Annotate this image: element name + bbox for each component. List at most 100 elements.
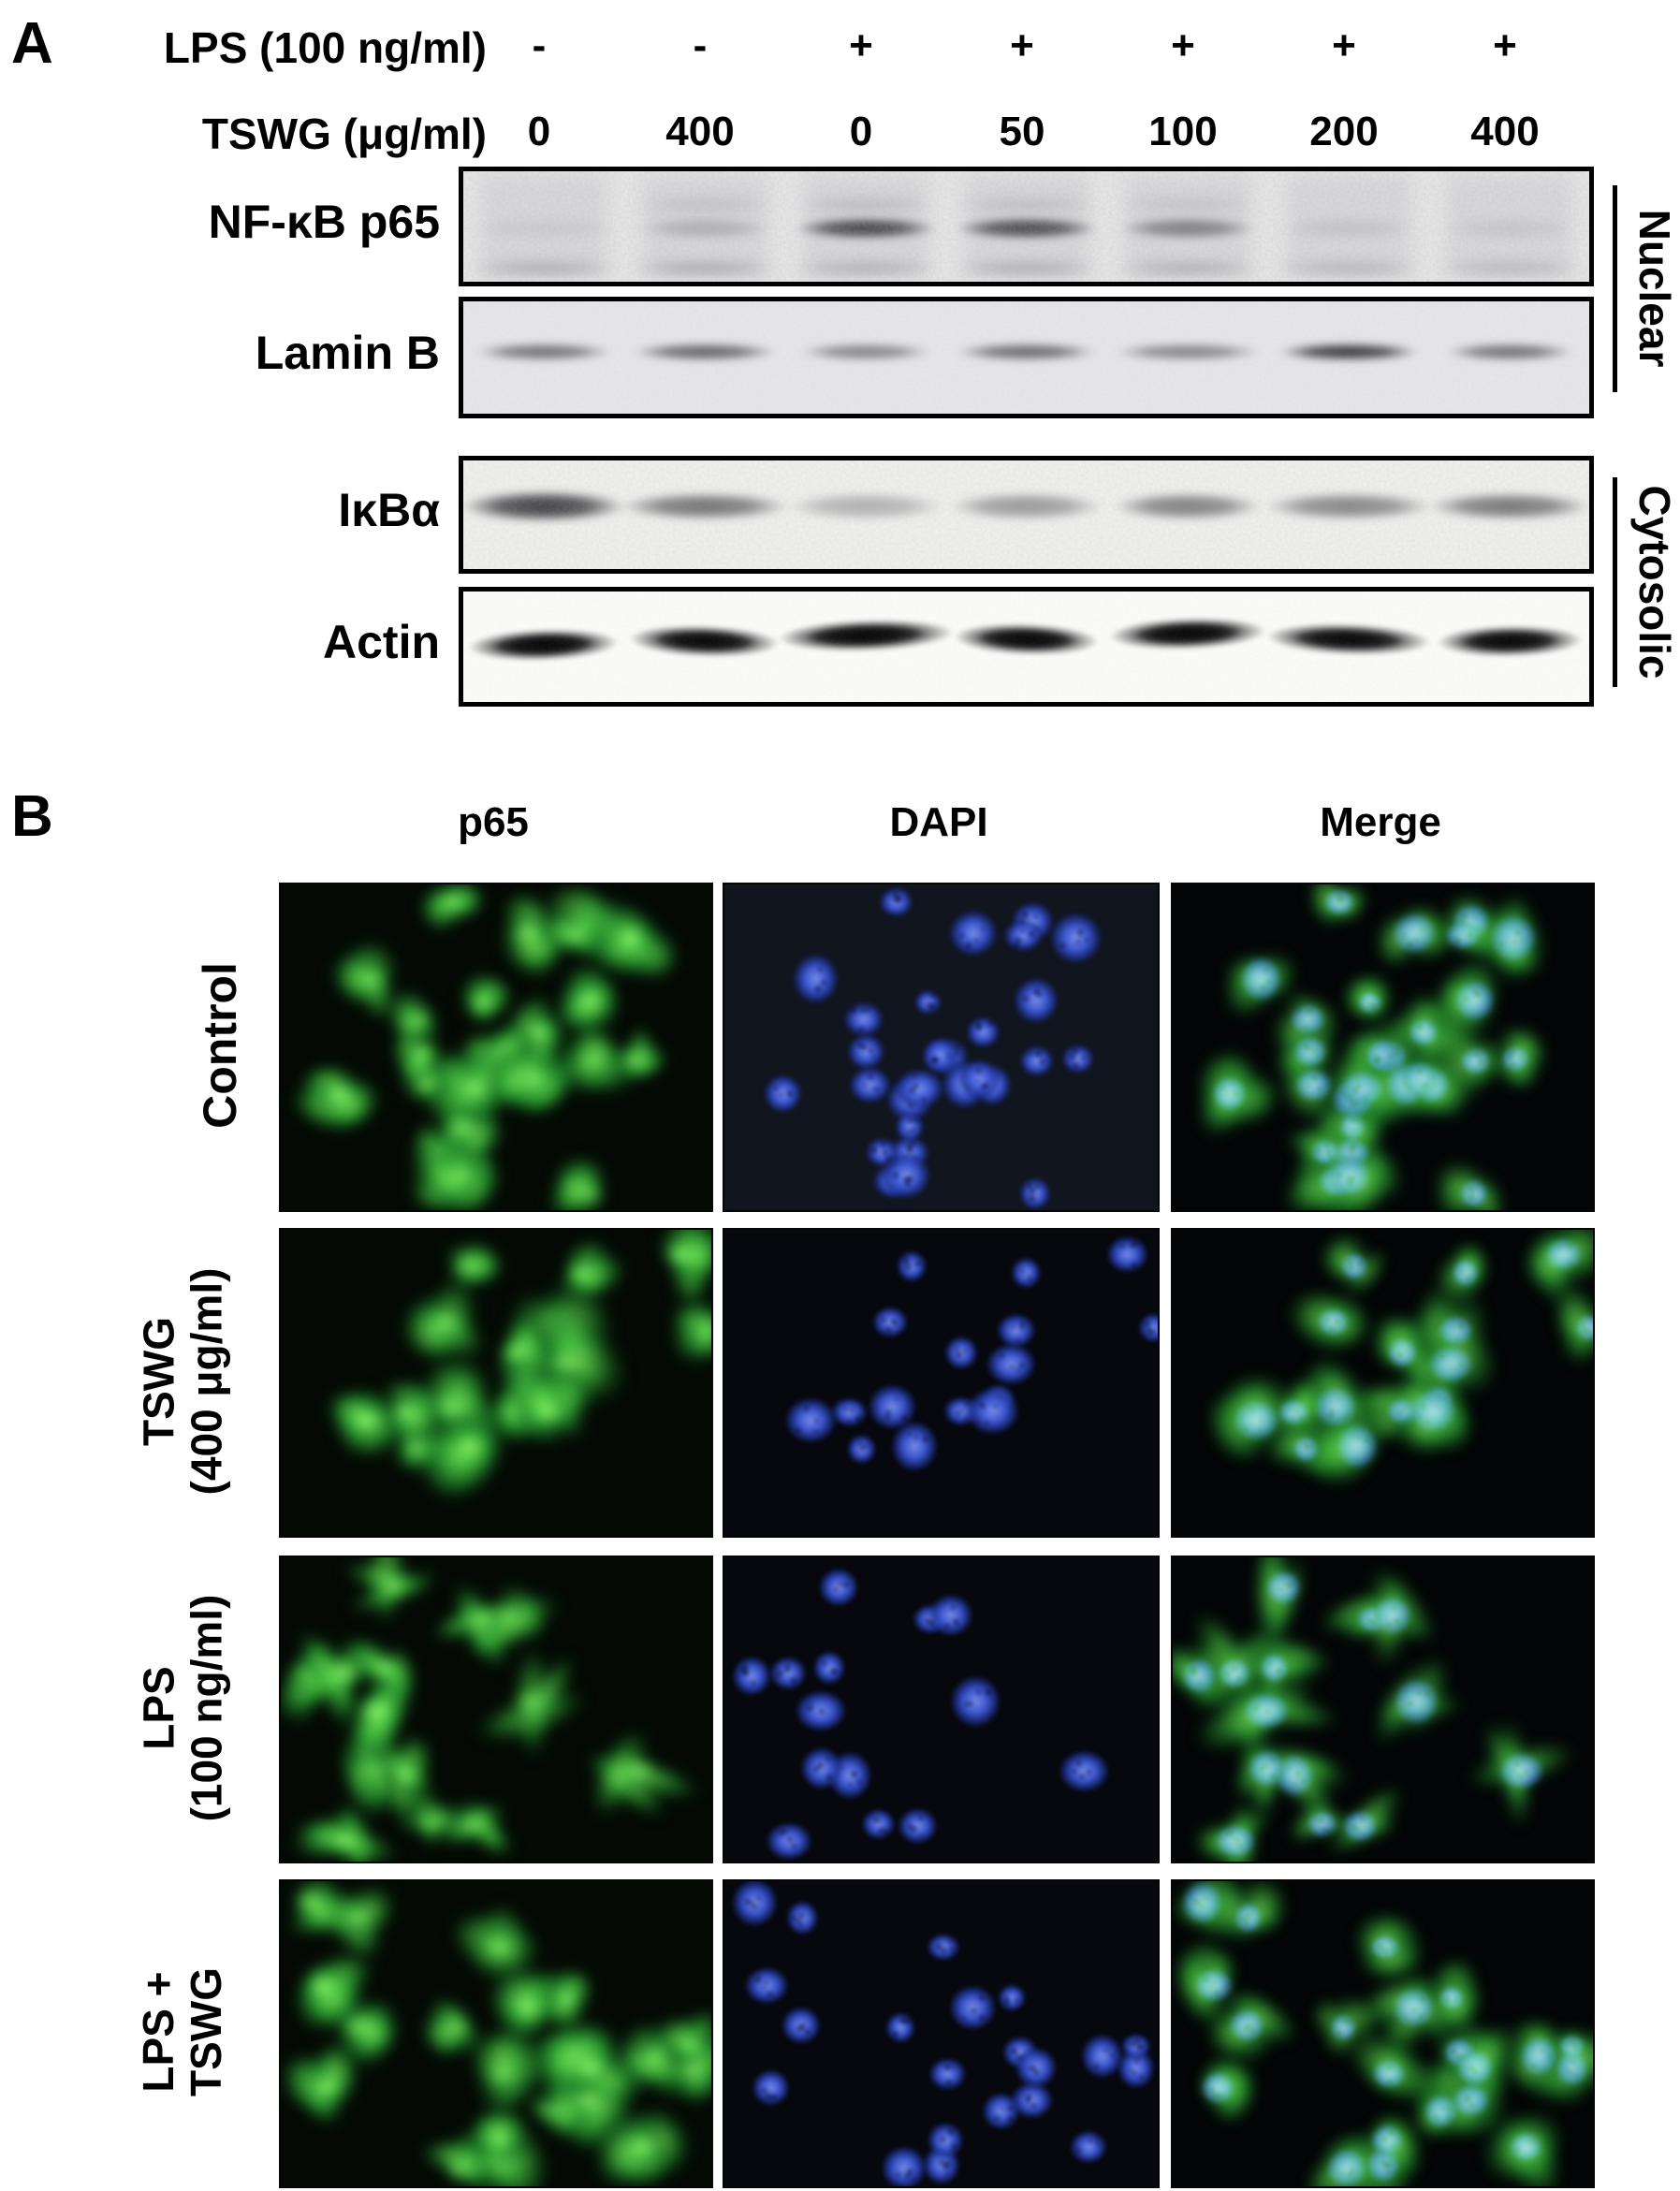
blot-band: [1114, 343, 1262, 361]
blot-band: [1118, 197, 1258, 212]
blot-band: [787, 492, 944, 520]
lps-lane-value: +: [1171, 22, 1195, 68]
tswg-lane-value: 50: [999, 109, 1045, 154]
fluorescence-micrograph: [1173, 1230, 1593, 1536]
lps-lane-value: +: [1493, 22, 1517, 68]
p65-image-row2: [279, 1228, 713, 1538]
p65-image-row3: [279, 1556, 713, 1863]
blot-band: [795, 217, 937, 240]
nuclear-group-label: Nuclear: [1630, 209, 1679, 368]
blot-band: [1275, 260, 1423, 277]
column-header-p65: p65: [458, 799, 529, 845]
blot-band: [467, 217, 620, 240]
blot-name-label: Actin: [323, 616, 440, 668]
row-label-line: Control: [193, 962, 246, 1129]
blot-band: [631, 260, 779, 277]
fluorescence-micrograph: [724, 1230, 1158, 1536]
blot-image-4: [459, 587, 1594, 707]
row-label-line: TSWG: [182, 1967, 230, 2096]
lps-lane-value: +: [1332, 22, 1356, 68]
fluorescence-micrograph: [281, 1230, 711, 1536]
fluorescence-micrograph: [724, 1881, 1158, 2186]
blot-image-3: [459, 456, 1594, 574]
blot-name-label: IκBα: [338, 484, 440, 536]
blot-image-2: [459, 297, 1594, 418]
lps-lane-value: +: [1010, 22, 1034, 68]
blot-band: [1436, 260, 1584, 277]
blot-band: [1282, 217, 1415, 240]
blot-band: [1264, 492, 1434, 520]
lps-row-label: LPS (100 ng/ml): [163, 23, 487, 72]
merge-image-row3: [1171, 1556, 1595, 1863]
panel-a-label: A: [11, 11, 53, 76]
lps-lane-value: -: [693, 22, 708, 68]
blot-band: [796, 197, 936, 212]
fluorescence-micrograph: [281, 1557, 711, 1862]
blot-image-1: [459, 167, 1594, 286]
blot-band: [1428, 492, 1589, 520]
column-header-merge: Merge: [1320, 799, 1441, 845]
row-label-line: LPS +: [134, 1971, 183, 2093]
row-label-line: LPS: [134, 1665, 183, 1750]
blot-band: [638, 217, 771, 240]
group-bracket-line: [1613, 185, 1617, 392]
lps-lane-value: +: [849, 22, 873, 68]
row-label-line: TSWG: [134, 1316, 183, 1446]
dapi-image-row4: [723, 1879, 1160, 2188]
blot-band: [1278, 343, 1420, 361]
row-label-0: Control: [159, 883, 281, 1208]
dapi-image-row3: [723, 1556, 1160, 1863]
row-label-3: LPS + TSWG: [122, 1879, 243, 2184]
blot-band: [1443, 217, 1576, 240]
blot-name-label: NF-κB p65: [208, 196, 440, 248]
row-label-1: TSWG (400 μg/ml): [122, 1228, 243, 1534]
fluorescence-micrograph: [281, 1881, 711, 2186]
panel-b-label: B: [11, 784, 53, 849]
fluorescence-micrograph: [281, 884, 711, 1210]
lps-lane-value: -: [532, 22, 547, 68]
blot-band: [953, 260, 1101, 277]
fluorescence-micrograph: [1173, 1557, 1593, 1862]
cytosolic-group-label: Cytosolic: [1630, 485, 1679, 679]
blot-band: [475, 343, 612, 361]
blot-band: [635, 197, 775, 212]
blot-band: [470, 260, 618, 277]
blot-band: [1113, 492, 1263, 520]
tswg-lane-value: 100: [1148, 109, 1218, 154]
row-label-line: (400 μg/ml): [182, 1267, 230, 1495]
row-label-line: (100 ng/ml): [182, 1594, 230, 1821]
group-bracket-line: [1613, 477, 1617, 687]
blot-name-label: Lamin B: [255, 327, 440, 379]
blot-band: [633, 343, 777, 361]
merge-image-row2: [1171, 1228, 1595, 1538]
merge-image-row4: [1171, 1879, 1595, 2188]
blot-band: [1119, 217, 1256, 240]
blot-band: [463, 490, 626, 522]
dapi-image-row2: [723, 1228, 1160, 1538]
blot-band: [957, 343, 1097, 361]
fluorescence-micrograph: [1173, 884, 1593, 1210]
row-label-2: LPS (100 ng/ml): [122, 1556, 243, 1860]
blot-band: [1446, 343, 1573, 361]
fluorescence-micrograph: [724, 1557, 1158, 1862]
dapi-image-row1: [723, 883, 1160, 1212]
p65-image-row4: [279, 1879, 713, 2188]
fluorescence-micrograph: [724, 884, 1158, 1210]
column-header-dapi: DAPI: [889, 799, 988, 845]
tswg-lane-value: 0: [527, 109, 551, 154]
merge-image-row1: [1171, 883, 1595, 1212]
blot-band: [1114, 260, 1262, 277]
tswg-lane-value: 0: [849, 109, 873, 154]
p65-image-row1: [279, 883, 713, 1212]
blot-band: [949, 492, 1104, 520]
tswg-row-label: TSWG (μg/ml): [201, 110, 487, 158]
blot-band: [799, 343, 931, 361]
blot-band: [620, 492, 790, 520]
fluorescence-micrograph: [1173, 1881, 1593, 2186]
tswg-lane-value: 200: [1309, 109, 1379, 154]
blot-band: [792, 260, 940, 277]
blot-band: [955, 217, 1099, 240]
tswg-lane-value: 400: [665, 109, 735, 154]
blot-band: [957, 197, 1097, 212]
